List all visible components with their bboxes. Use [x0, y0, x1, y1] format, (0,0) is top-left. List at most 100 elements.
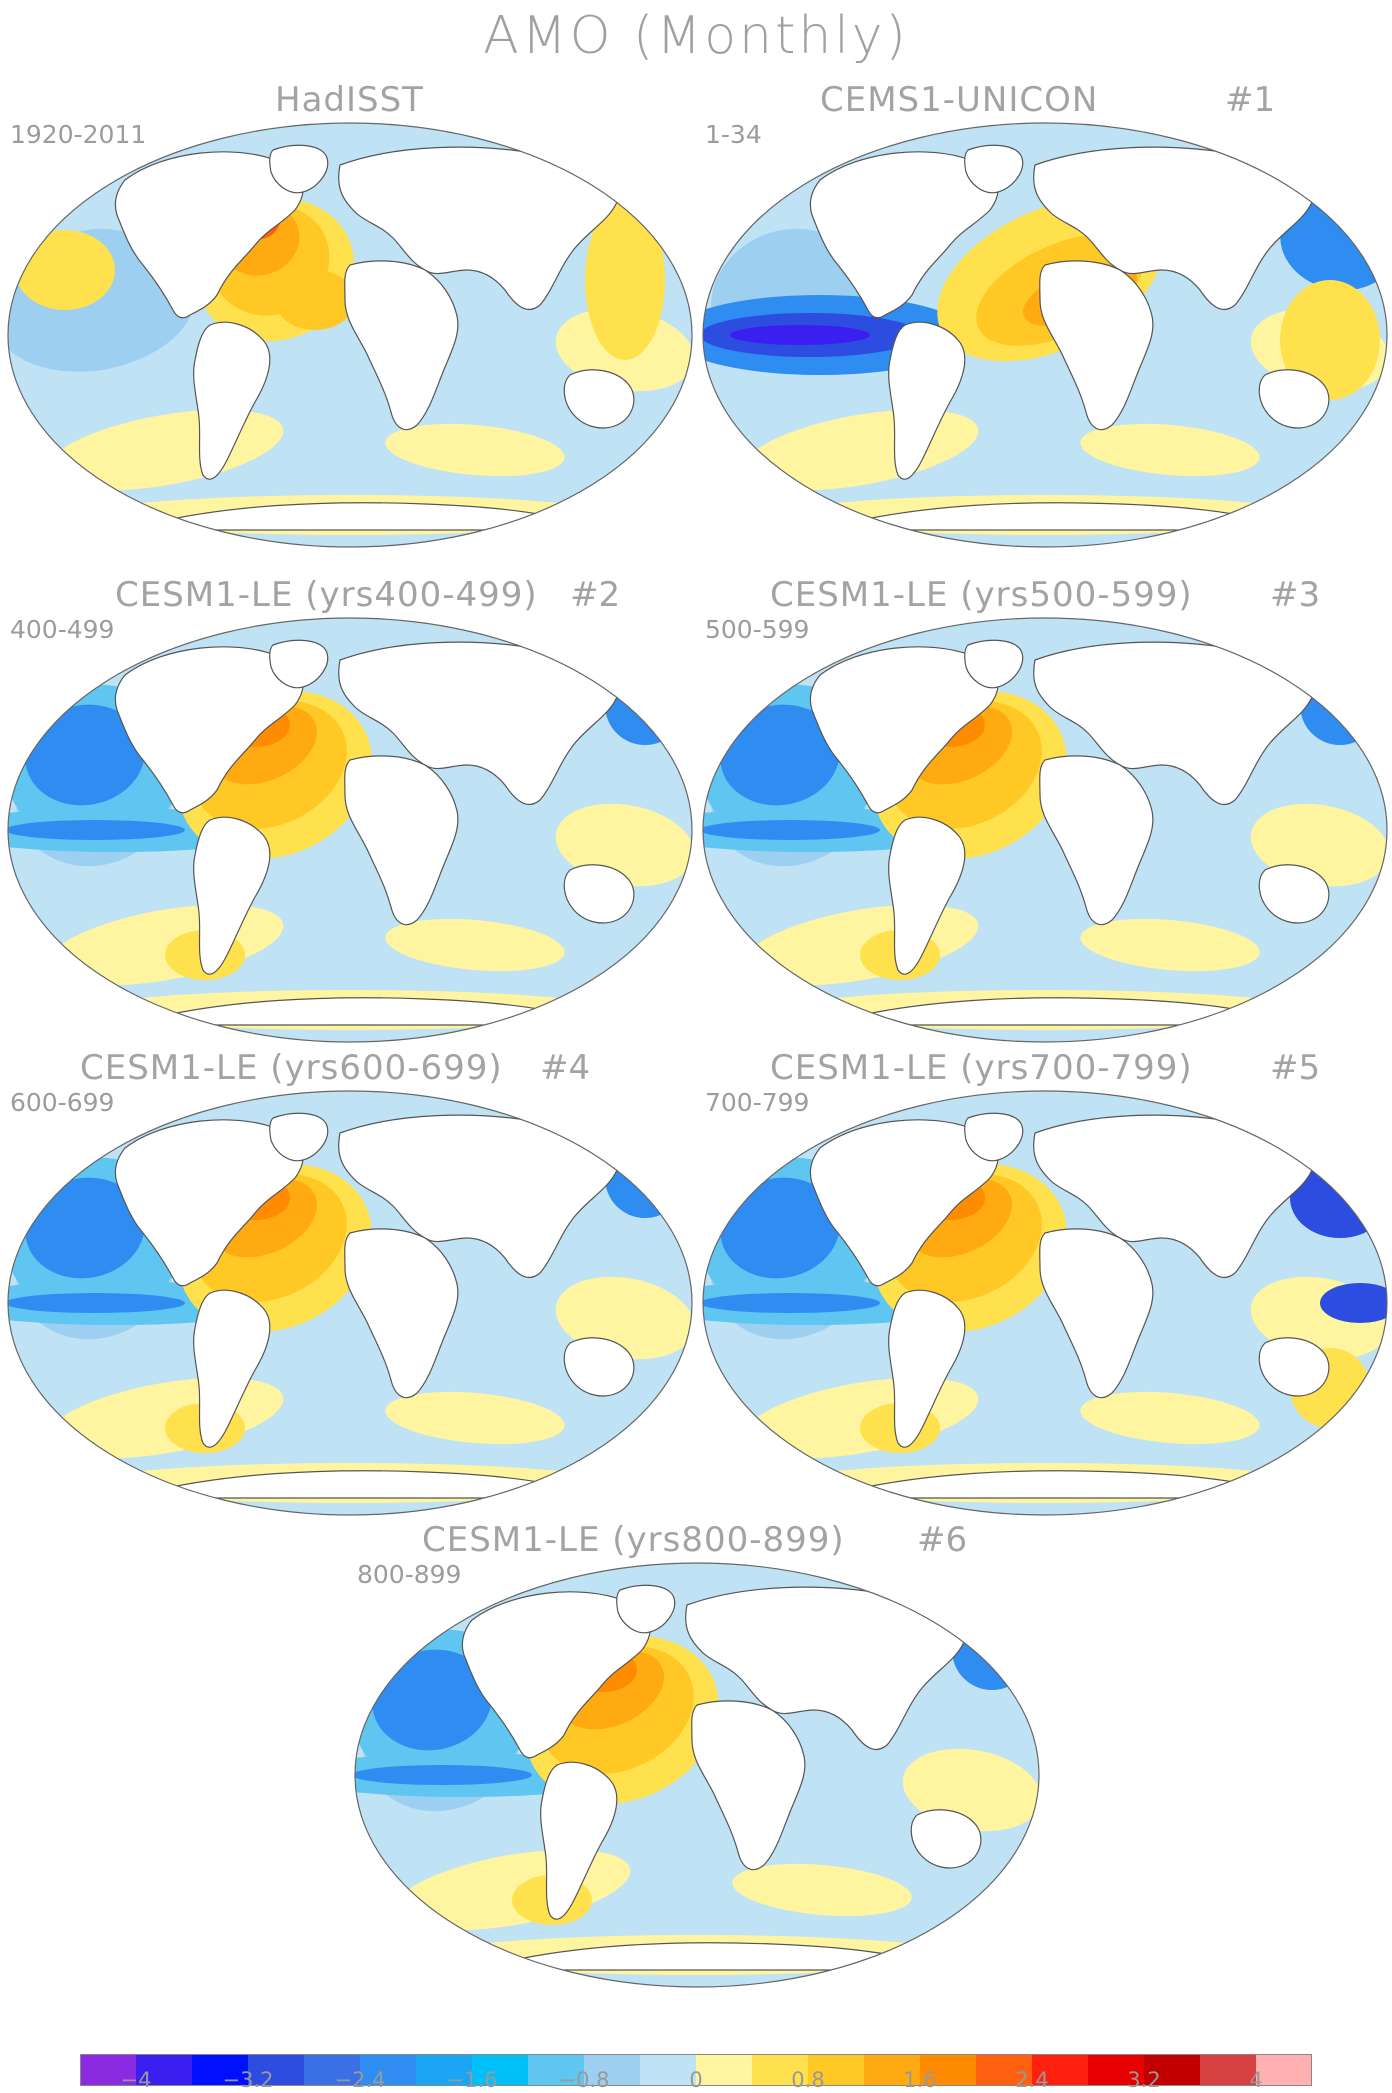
panel-title: CESM1-LE (yrs700-799): [770, 1048, 1193, 1088]
panel-number: #6: [917, 1520, 968, 1560]
sst-anomaly-region: [25, 1177, 145, 1279]
map-outline: [702, 617, 1388, 1043]
colorbar-labels: −4 −3.2 −2.4 −1.6 −0.8 0 0.8 1.6 2.4 3.2 4: [0, 2068, 1392, 2093]
panel-cesm1-le-6: CESM1-LE (yrs800-899) #6 800-899: [352, 1520, 1042, 1990]
map-cesm1-le-5: [702, 1090, 1388, 1516]
continent-southAmerica: [193, 321, 271, 480]
panel-cesm1-le-5: CESM1-LE (yrs700-799) #5 700-799: [700, 1048, 1390, 1518]
panel-cesm1-le-4: CESM1-LE (yrs600-699) #4 600-699: [5, 1048, 695, 1518]
panel-years: 1-34: [705, 120, 762, 149]
sst-anomaly-region: [275, 270, 355, 330]
panel-years: 500-599: [705, 615, 810, 644]
figure-title: AMO (Monthly): [483, 6, 909, 66]
panel-years: 400-499: [10, 615, 115, 644]
map-outline: [702, 122, 1388, 548]
continent-africa: [1039, 755, 1154, 926]
continent-australia: [563, 864, 635, 924]
colorbar-swatch: [416, 2054, 473, 2086]
panel-title: HadISST: [275, 80, 424, 120]
colorbar-tick-label: 1.6: [903, 2068, 937, 2092]
continent-southAmerica: [193, 816, 271, 975]
colorbar-swatch: [864, 2054, 921, 2086]
map-outline: [354, 1562, 1040, 1988]
sst-anomaly-region: [15, 230, 115, 310]
continent-africa: [344, 1228, 459, 1399]
continent-australia: [563, 1337, 635, 1397]
continent-africa: [691, 1700, 806, 1871]
colorbar-swatch: [360, 2054, 417, 2086]
sst-anomaly-region: [1300, 665, 1380, 745]
sst-anomaly-region: [703, 820, 880, 840]
colorbar-swatch: [472, 2054, 529, 2086]
panel-number: #4: [540, 1048, 591, 1088]
panel-number: #3: [1270, 575, 1321, 615]
continent-australia: [910, 1809, 982, 1869]
map-outline: [7, 617, 693, 1043]
colorbar-swatch: [976, 2054, 1033, 2086]
continent-southAmerica: [888, 1289, 966, 1448]
colorbar-tick-label: 4: [1249, 2068, 1263, 2092]
continent-africa: [1039, 1228, 1154, 1399]
colorbar-swatch: [136, 2054, 193, 2086]
continent-greenland: [964, 1112, 1024, 1162]
map-cesm1-le-6: [354, 1562, 1040, 1988]
sst-anomaly-region: [385, 1391, 565, 1445]
continent-greenland: [269, 639, 329, 689]
colorbar-tick-label: 2.4: [1015, 2068, 1049, 2092]
panel-cesm1-le-3: CESM1-LE (yrs500-599) #3 500-599: [700, 575, 1390, 1045]
sst-anomaly-region: [8, 1293, 185, 1313]
sst-anomaly-region: [355, 1765, 532, 1785]
panel-years: 700-799: [705, 1088, 810, 1117]
sst-anomaly-region: [720, 1177, 840, 1279]
colorbar-swatch: [752, 2054, 809, 2086]
colorbar-tick-label: −3.2: [222, 2068, 274, 2092]
panel-hadisst: HadISST 1920-2011: [5, 80, 695, 550]
colorbar-swatch: [304, 2054, 361, 2086]
colorbar-swatch: [528, 2054, 585, 2086]
map-outline: [7, 1090, 693, 1516]
sst-anomaly-region: [585, 200, 665, 360]
continent-australia: [1258, 369, 1330, 429]
panel-cems1-unicon: CEMS1-UNICON #1 1-34: [700, 80, 1390, 550]
sst-anomaly-region: [1320, 1283, 1387, 1323]
panel-title: CESM1-LE (yrs600-699): [80, 1048, 503, 1088]
colorbar-tick-label: 3.2: [1127, 2068, 1161, 2092]
colorbar-swatch: [1088, 2054, 1145, 2086]
panel-title: CEMS1-UNICON: [820, 80, 1099, 120]
colorbar-swatch: [808, 2054, 865, 2086]
continent-australia: [563, 369, 635, 429]
colorbar-tick-label: −2.4: [334, 2068, 386, 2092]
panel-number: #1: [1225, 80, 1276, 120]
colorbar-swatch: [1144, 2054, 1201, 2086]
panel-number: #2: [570, 575, 621, 615]
colorbar-swatch: [920, 2054, 977, 2086]
panel-number: #5: [1270, 1048, 1321, 1088]
sst-anomaly-region: [605, 665, 685, 745]
continent-greenland: [964, 639, 1024, 689]
sst-anomaly-region: [1080, 423, 1260, 477]
continent-southAmerica: [193, 1289, 271, 1448]
colorbar-tick-label: −0.8: [558, 2068, 610, 2092]
colorbar: [80, 2054, 1312, 2086]
sst-anomaly-region: [1280, 280, 1380, 400]
map-cesm1-le-2: [7, 617, 693, 1043]
sst-anomaly-region: [952, 1610, 1032, 1690]
continent-greenland: [616, 1584, 676, 1634]
sst-anomaly-region: [8, 820, 185, 840]
colorbar-swatch: [248, 2054, 305, 2086]
sst-anomaly-region: [385, 918, 565, 972]
colorbar-tick-label: −4: [120, 2068, 152, 2092]
continent-australia: [1258, 1337, 1330, 1397]
continent-greenland: [269, 1112, 329, 1162]
sst-anomaly-region: [385, 423, 565, 477]
sst-anomaly-region: [372, 1649, 492, 1751]
sst-anomaly-region: [25, 704, 145, 806]
colorbar-swatch: [696, 2054, 753, 2086]
continent-africa: [344, 260, 459, 431]
continent-africa: [1039, 260, 1154, 431]
sst-anomaly-region: [730, 325, 870, 345]
sst-anomaly-region: [703, 1293, 880, 1313]
panel-cesm1-le-2: CESM1-LE (yrs400-499) #2 400-499: [5, 575, 695, 1045]
sst-anomaly-region: [1080, 1391, 1260, 1445]
continent-southAmerica: [540, 1761, 618, 1920]
